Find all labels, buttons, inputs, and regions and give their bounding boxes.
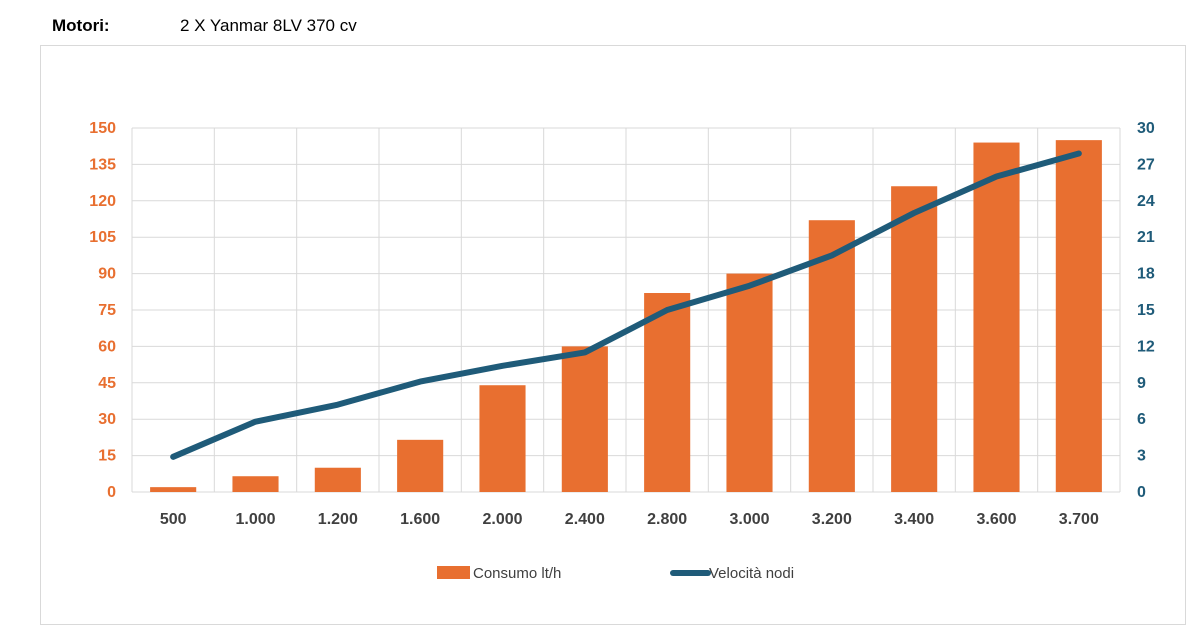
right-axis-tick-label: 3 bbox=[1137, 448, 1146, 465]
right-axis-tick-label: 27 bbox=[1137, 156, 1155, 173]
left-axis-tick-label: 45 bbox=[98, 375, 116, 392]
left-axis-tick-label: 90 bbox=[98, 266, 116, 283]
right-axis-tick-label: 12 bbox=[1137, 338, 1155, 355]
bar bbox=[562, 346, 608, 492]
left-axis-tick-label: 0 bbox=[107, 484, 116, 501]
right-axis-tick-label: 0 bbox=[1137, 484, 1146, 501]
bar bbox=[891, 186, 937, 492]
right-axis-tick-label: 6 bbox=[1137, 411, 1146, 428]
left-axis-tick-label: 15 bbox=[98, 448, 116, 465]
bar bbox=[644, 293, 690, 492]
left-axis-tick-label: 60 bbox=[98, 338, 116, 355]
legend-label-consumo: Consumo lt/h bbox=[473, 565, 561, 582]
right-axis-tick-label: 18 bbox=[1137, 266, 1155, 283]
left-axis-tick-label: 105 bbox=[89, 229, 116, 246]
x-axis-tick-label: 500 bbox=[160, 511, 187, 528]
x-axis-tick-label: 3.400 bbox=[894, 511, 934, 528]
left-axis-tick-label: 150 bbox=[89, 120, 116, 137]
bar bbox=[973, 143, 1019, 492]
legend-label-velocita: Velocità nodi bbox=[709, 565, 794, 582]
right-axis-tick-label: 30 bbox=[1137, 120, 1155, 137]
x-axis-tick-label: 2.800 bbox=[647, 511, 687, 528]
right-axis-tick-label: 24 bbox=[1137, 193, 1155, 210]
x-axis-tick-label: 2.000 bbox=[482, 511, 522, 528]
left-axis-tick-label: 30 bbox=[98, 411, 116, 428]
x-axis-tick-label: 3.700 bbox=[1059, 511, 1099, 528]
bar bbox=[726, 274, 772, 492]
x-axis-tick-label: 1.200 bbox=[318, 511, 358, 528]
right-axis-tick-label: 15 bbox=[1137, 302, 1155, 319]
x-axis-tick-label: 2.400 bbox=[565, 511, 605, 528]
bar bbox=[1056, 140, 1102, 492]
right-axis-tick-label: 9 bbox=[1137, 375, 1146, 392]
left-axis-tick-label: 120 bbox=[89, 193, 116, 210]
x-axis-tick-label: 3.600 bbox=[976, 511, 1016, 528]
bar bbox=[479, 385, 525, 492]
x-axis-tick-label: 1.600 bbox=[400, 511, 440, 528]
bar bbox=[315, 468, 361, 492]
x-axis-tick-label: 3.200 bbox=[812, 511, 852, 528]
bar bbox=[232, 476, 278, 492]
x-axis-tick-label: 3.000 bbox=[729, 511, 769, 528]
bar bbox=[150, 487, 196, 492]
bar bbox=[397, 440, 443, 492]
x-axis-tick-label: 1.000 bbox=[235, 511, 275, 528]
left-axis-tick-label: 135 bbox=[89, 156, 116, 173]
legend-bar-swatch bbox=[437, 566, 470, 579]
left-axis-tick-label: 75 bbox=[98, 302, 116, 319]
right-axis-tick-label: 21 bbox=[1137, 229, 1155, 246]
